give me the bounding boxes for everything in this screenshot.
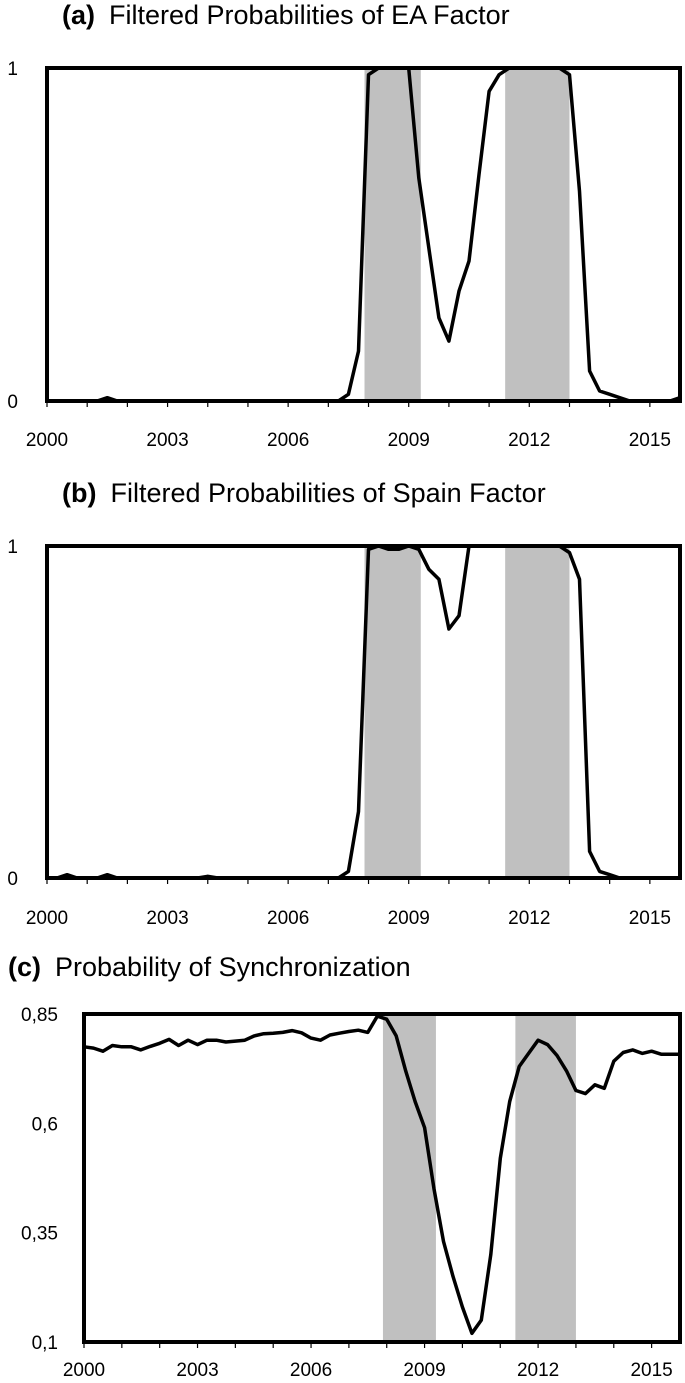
y-tick-label: 0,1 [32,1333,58,1354]
x-tick-label: 2012 [508,430,550,451]
x-tick-label: 2015 [629,908,671,929]
chart-panel-b: (b) Filtered Probabilities of Spain Facto… [0,478,685,938]
panel-label: (b) [62,478,97,508]
x-tick-label: 2012 [517,1360,559,1381]
x-tick-label: 2009 [388,430,430,451]
chart-plot-c: 2000 2003 2006 2009 2012 2015 0,85 0,6 0,35 0,1 [21,1005,682,1381]
chart-title: (b) Filtered Probabilities of Spain Facto… [62,478,546,509]
x-tick-label: 2006 [267,908,309,929]
series-line [45,66,682,403]
x-tick-label: 2009 [403,1360,445,1381]
y-tick-label: 0,35 [21,1224,58,1245]
chart-title-text: Probability of Synchronization [55,952,411,982]
shaded-period [505,546,570,878]
x-tick-label: 2006 [290,1360,332,1381]
shaded-period [364,68,421,401]
x-tick-label: 2015 [629,430,671,451]
chart-title-text: Filtered Probabilities of Spain Factor [110,478,546,508]
shaded-period [505,68,570,401]
y-tick-label: 0,6 [32,1114,58,1135]
x-tick-label: 2003 [146,430,188,451]
series-line [45,544,682,880]
chart-plot-a: 2000 2003 2006 2009 2012 2015 0 1 [7,59,682,451]
chart-title: (a) Filtered Probabilities of EA Factor [62,0,510,31]
plot-frame [45,66,682,403]
shaded-period [515,1014,576,1342]
shaded-period [382,1014,436,1342]
y-tick-label: 0,85 [21,1005,58,1026]
x-tick-label: 2000 [26,430,68,451]
y-tick-label: 1 [7,537,18,558]
shaded-period [364,546,421,878]
series-line [82,1014,682,1336]
chart-plot-b: 2000 2003 2006 2009 2012 2015 0 1 [7,537,682,929]
x-tick-label: 2012 [508,908,550,929]
panel-label: (c) [8,952,41,982]
x-tick-label: 2000 [63,1360,105,1381]
y-tick-label: 0 [7,392,18,413]
x-tick-label: 2006 [267,430,309,451]
x-tick-label: 2009 [388,908,430,929]
x-tick-label: 2015 [630,1360,672,1381]
plot-frame [82,1012,682,1344]
y-tick-label: 1 [7,59,18,80]
chart-title-text: Filtered Probabilities of EA Factor [109,0,510,30]
x-tick-label: 2003 [176,1360,218,1381]
y-tick-label: 0 [7,869,18,890]
chart-panel-c: (c) Probability of Synchronization 2000 20… [0,952,685,1383]
panel-label: (a) [62,0,95,30]
chart-panel-a: (a) Filtered Probabilities of EA Factor 2… [0,0,685,460]
x-tick-label: 2003 [146,908,188,929]
plot-frame [45,544,682,880]
x-tick-label: 2000 [26,908,68,929]
chart-title: (c) Probability of Synchronization [8,952,411,983]
